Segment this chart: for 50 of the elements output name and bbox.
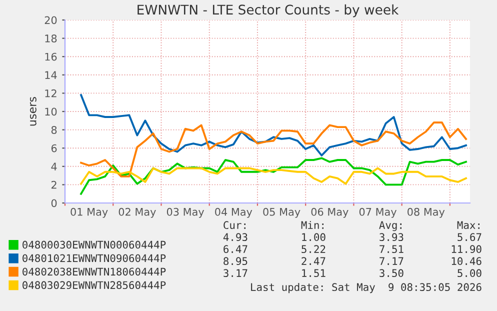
legend-label: 04802038EWNWTN18060444P	[22, 268, 166, 276]
x-tick-label: 02 May	[118, 208, 156, 218]
text: 5.67	[458, 233, 482, 242]
text: 11.90	[452, 245, 482, 254]
text: 10.46	[452, 257, 482, 266]
text: 2.47	[302, 257, 326, 265]
x-tick-label: 05 May	[263, 208, 300, 218]
y-tick-label: 8	[51, 126, 57, 134]
y-tick-label: 12	[45, 89, 56, 98]
text: 5.22	[302, 245, 326, 254]
y-tick-label: 20	[44, 16, 57, 24]
text: Avg:	[379, 221, 402, 232]
text: 3.50	[380, 269, 404, 278]
x-tick-label: 07 May	[359, 208, 397, 218]
text: 4.93	[223, 233, 248, 242]
text: 3.93	[380, 233, 404, 242]
y-axis-title: users	[30, 97, 36, 126]
text: Last update: Sat May 9 08:35:05 2026	[251, 282, 482, 294]
y-tick-label: 18	[45, 34, 57, 42]
text: 3.17	[224, 269, 248, 278]
x-tick-label: 01 May	[70, 208, 108, 218]
text: Cur:	[224, 221, 246, 230]
text: 1.51	[302, 269, 326, 278]
line-series	[80, 94, 467, 156]
y-tick-label: 4	[51, 162, 57, 170]
y-tick-label: 2	[51, 180, 56, 189]
x-tick-label: 06 May	[311, 208, 348, 218]
x-tick-label: 03 May	[166, 208, 204, 218]
y-tick-label: 14	[45, 71, 57, 79]
text: 6.47	[224, 245, 248, 254]
line-series	[80, 167, 467, 185]
text: Max:	[457, 221, 480, 230]
y-tick-label: 0	[51, 199, 57, 208]
line-series	[80, 122, 467, 178]
legend-label: 04801021EWNWTN09060444P	[22, 254, 166, 262]
text: Min:	[301, 220, 324, 229]
text: 7.51	[380, 245, 404, 254]
line-series	[80, 157, 467, 195]
y-tick-label: 6	[51, 144, 57, 152]
text: 1.00	[302, 233, 326, 242]
text: 8.95	[224, 257, 248, 266]
legend-label: 04803029EWNWTN28560444P	[22, 281, 166, 290]
text: 5.00	[458, 269, 482, 278]
legend-label: 04800030EWNWTN00060444P	[22, 240, 166, 249]
chart-title: EWNWTN - LTE Sector Counts - by week	[138, 4, 399, 18]
x-tick-label: 04 May	[215, 208, 252, 218]
y-tick-label: 16	[45, 52, 57, 61]
y-tick-label: 10	[45, 108, 57, 116]
x-tick-label: 08 May	[408, 208, 445, 218]
text: 7.17	[380, 257, 404, 265]
